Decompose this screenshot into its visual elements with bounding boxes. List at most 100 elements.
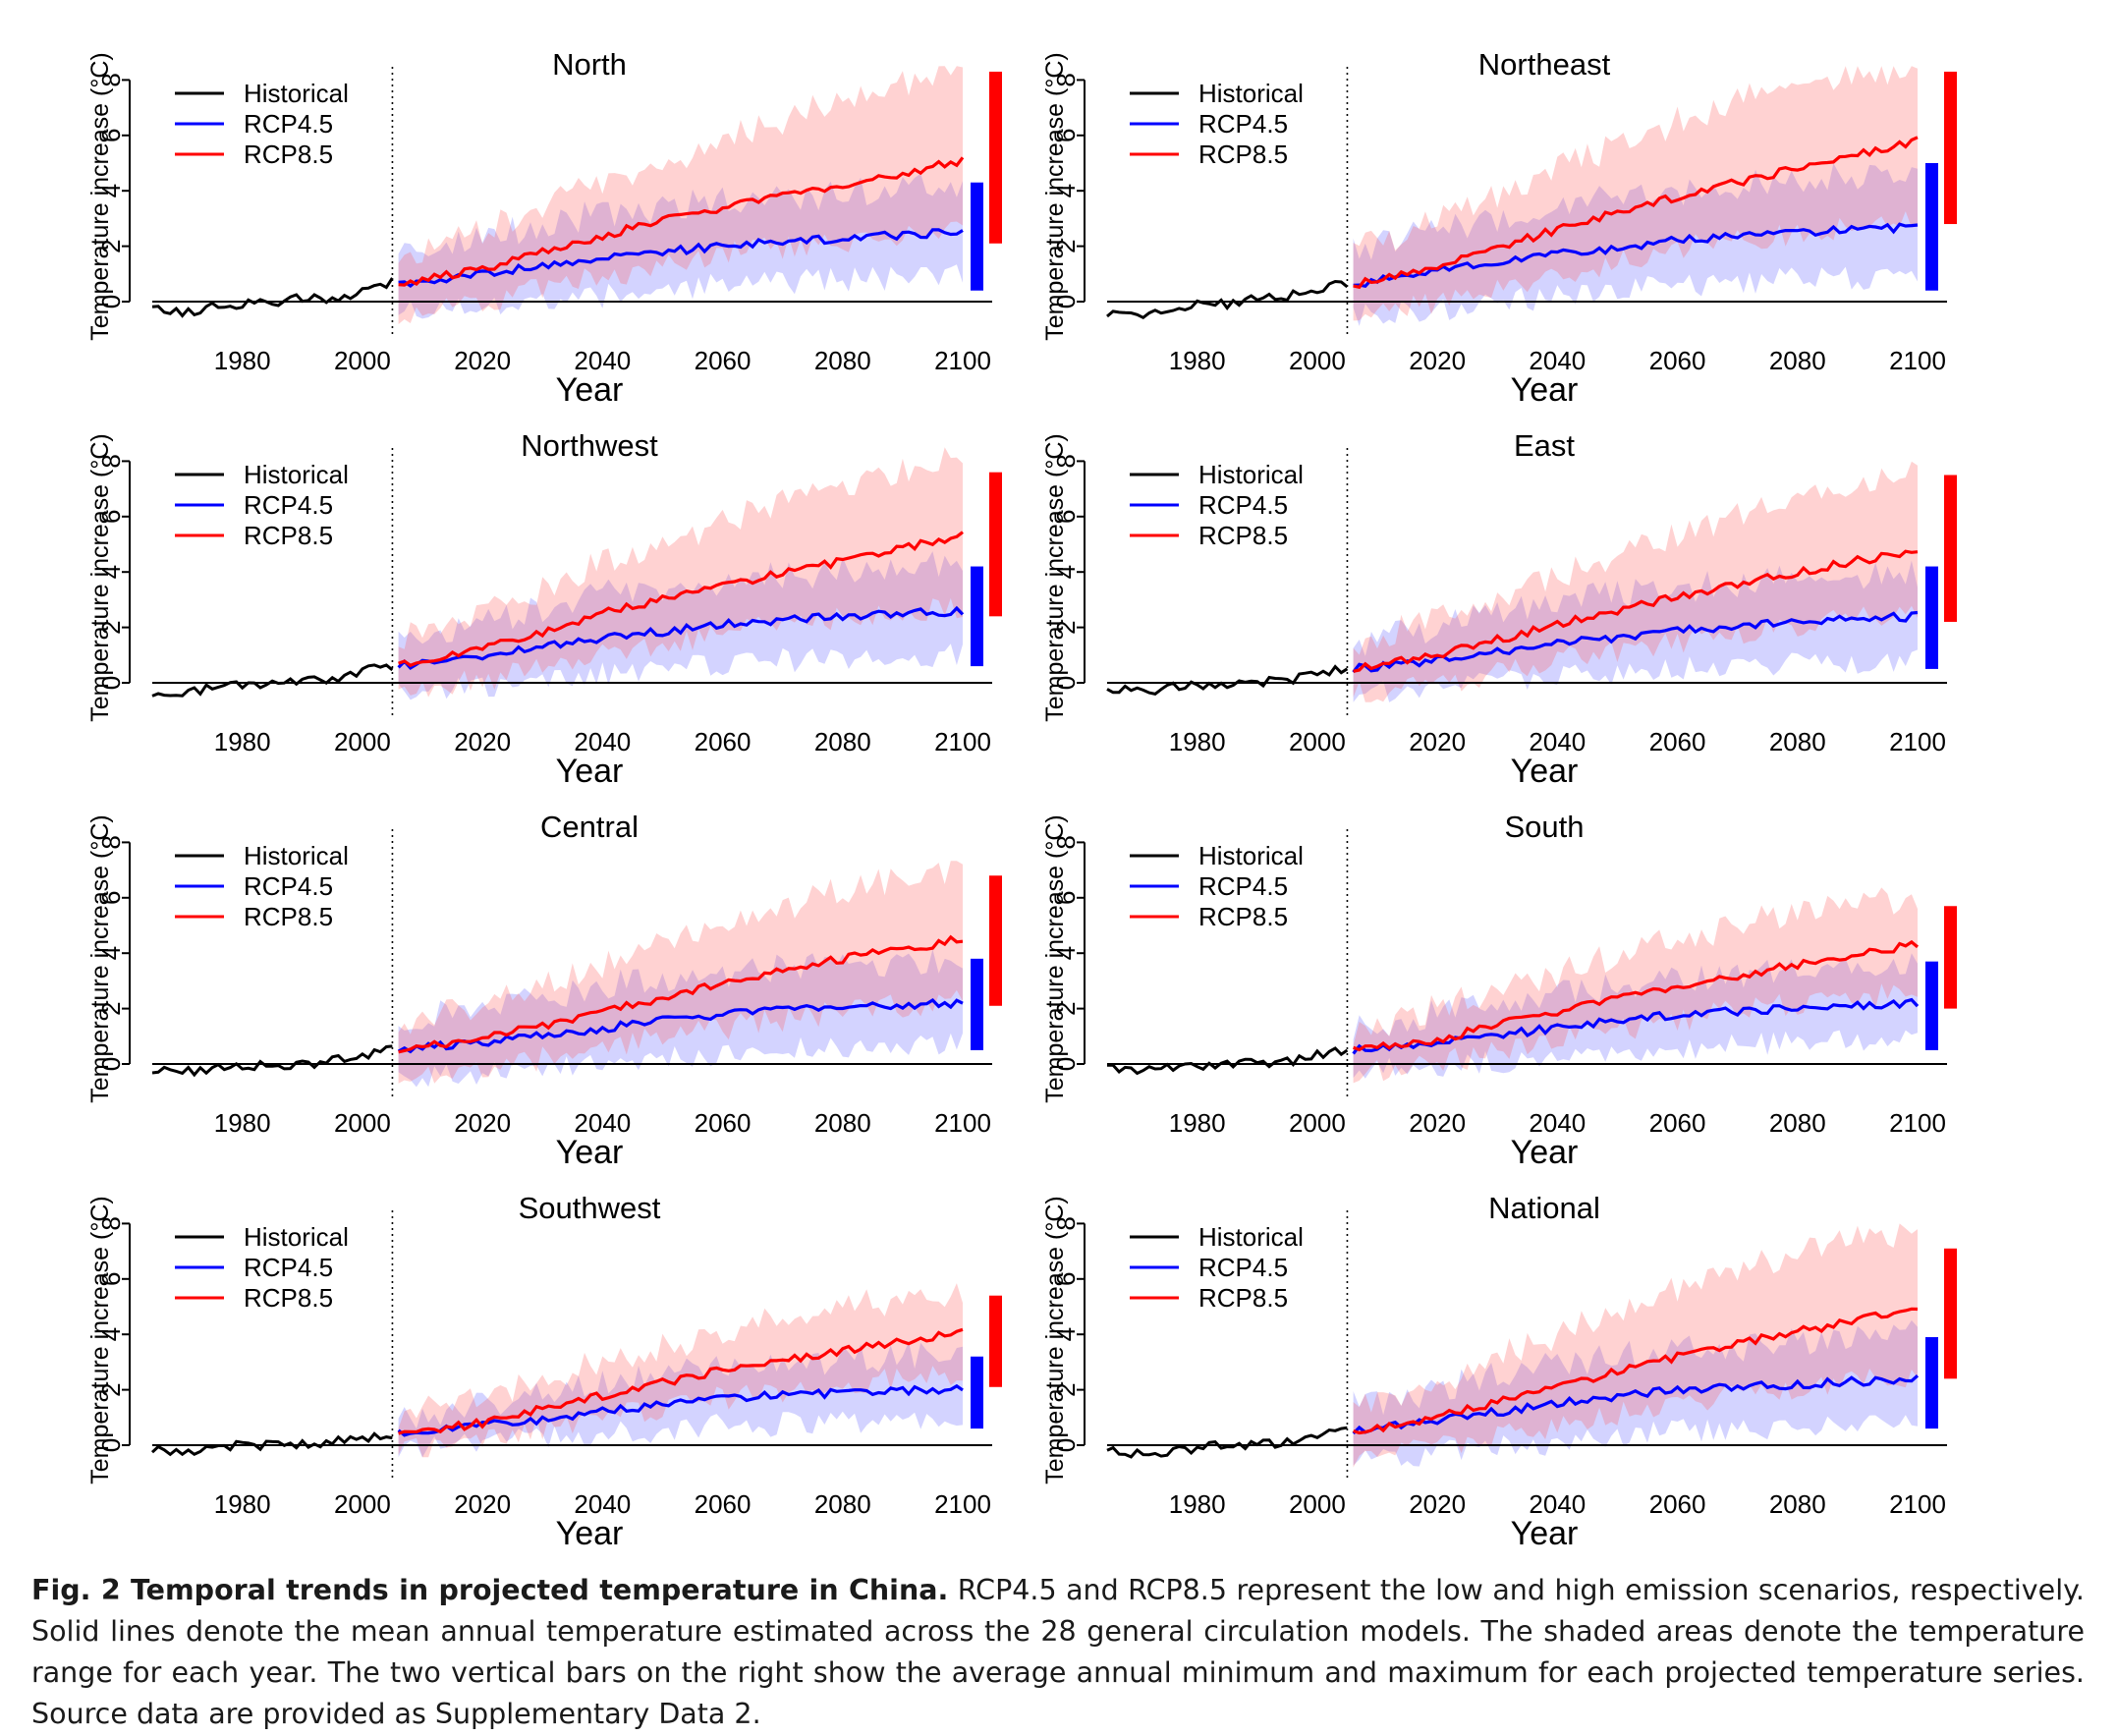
y-tick-label: 4 <box>1051 946 1081 960</box>
bar-rcp8-5 <box>989 472 1002 617</box>
x-tick-label: 2040 <box>574 346 631 375</box>
series-rcp8-5 <box>398 156 965 287</box>
panel-title: Southwest <box>519 1191 661 1225</box>
series-rcp8-5 <box>398 531 964 668</box>
x-tick-label: 2060 <box>695 1489 752 1519</box>
x-tick-label: 2080 <box>814 346 871 375</box>
panel-northeast: 0 2 4 6 8 1980 2000 2020 2040 2060 2080 2100 Year Tem… <box>1041 47 1957 409</box>
range-band-rcp4-5 <box>398 551 964 700</box>
x-tick-label: 2020 <box>454 346 511 375</box>
y-tick-label: 8 <box>96 73 126 86</box>
panel-north: 0 2 4 6 8 1980 2000 2020 2040 2060 2080 2100 Year Tem… <box>86 47 1002 409</box>
series-rcp4-5 <box>1352 610 1919 674</box>
legend-label-rcp4-5: RCP4.5 <box>244 1253 333 1282</box>
bar-rcp4-5 <box>1925 163 1938 291</box>
series-rcp8-5 <box>1353 549 1919 673</box>
bar-rcp4-5 <box>1925 961 1938 1050</box>
x-tick-label: 1980 <box>214 1108 271 1138</box>
bar-rcp8-5 <box>989 71 1002 244</box>
x-tick-label: 2080 <box>1769 1108 1826 1138</box>
x-tick-label: 1980 <box>1169 1489 1226 1519</box>
x-axis-label: Year <box>556 753 624 790</box>
x-tick-label: 2000 <box>334 727 391 756</box>
series-historical <box>151 1044 393 1078</box>
panel-central: 0 2 4 6 8 1980 2000 2020 2040 2060 2080 2100 Year Tem… <box>86 810 1002 1171</box>
panel-title: South <box>1504 810 1584 844</box>
figure-caption: Fig. 2 Temporal trends in projected temp… <box>31 1570 2085 1735</box>
panel-title: East <box>1514 428 1575 463</box>
x-tick-label: 2000 <box>334 1108 391 1138</box>
series-rcp8-5 <box>1353 939 1920 1052</box>
legend-label-historical: Historical <box>1198 1222 1304 1252</box>
x-tick-label: 2060 <box>1649 1489 1706 1519</box>
panel-northwest: 0 2 4 6 8 1980 2000 2020 2040 2060 2080 2100 Year Tem… <box>86 428 1002 790</box>
y-tick-label: 8 <box>96 1216 126 1230</box>
y-tick-label: 2 <box>1051 239 1081 252</box>
x-tick-label: 2040 <box>574 1108 631 1138</box>
x-tick-label: 2040 <box>1529 1489 1586 1519</box>
y-tick-label: 4 <box>96 1327 126 1341</box>
legend-label-historical: Historical <box>244 460 349 489</box>
y-axis-label: Temperature increase (°C) <box>86 433 114 721</box>
y-tick-label: 8 <box>1051 835 1081 849</box>
range-band-rcp8-5 <box>398 66 964 325</box>
series-rcp4-5 <box>397 1383 964 1437</box>
y-tick-label: 0 <box>96 1057 126 1071</box>
range-band-rcp8-5 <box>1353 66 1918 321</box>
series-rcp4-5 <box>397 997 964 1054</box>
legend-label-rcp4-5: RCP4.5 <box>1198 490 1288 520</box>
y-tick-label: 6 <box>1051 891 1081 905</box>
bar-rcp8-5 <box>1944 475 1957 622</box>
x-tick-label: 2100 <box>1889 727 1946 756</box>
range-band-rcp4-5 <box>1353 953 1918 1079</box>
x-tick-label: 2100 <box>934 727 991 756</box>
series-historical <box>1106 279 1349 320</box>
series-rcp8-5 <box>398 934 964 1054</box>
y-axis-label: Temperature increase (°C) <box>1041 814 1069 1102</box>
legend-label-rcp8-5: RCP8.5 <box>1198 140 1288 169</box>
legend-label-historical: Historical <box>244 79 349 108</box>
x-tick-label: 2040 <box>1529 1108 1586 1138</box>
legend-label-historical: Historical <box>1198 460 1304 489</box>
range-band-rcp4-5 <box>1353 1319 1918 1467</box>
x-tick-label: 2080 <box>1769 346 1826 375</box>
series-rcp4-5 <box>1352 1374 1920 1435</box>
x-tick-label: 1980 <box>1169 727 1226 756</box>
bar-rcp8-5 <box>1944 71 1957 225</box>
x-tick-label: 2040 <box>574 727 631 756</box>
bar-rcp8-5 <box>989 875 1002 1006</box>
x-tick-label: 2060 <box>695 727 752 756</box>
x-tick-label: 2080 <box>1769 1489 1826 1519</box>
x-tick-label: 1980 <box>214 346 271 375</box>
y-tick-label: 8 <box>96 835 126 849</box>
y-tick-label: 0 <box>1051 676 1081 690</box>
legend-label-rcp8-5: RCP8.5 <box>244 1283 333 1313</box>
panel-title: Central <box>540 810 639 844</box>
x-tick-label: 1980 <box>214 727 271 756</box>
y-tick-label: 2 <box>96 620 126 634</box>
legend-label-rcp8-5: RCP8.5 <box>1198 1283 1288 1313</box>
y-axis-label: Temperature increase (°C) <box>86 814 114 1102</box>
y-axis-label: Temperature increase (°C) <box>1041 433 1069 721</box>
x-tick-label: 2020 <box>454 1108 511 1138</box>
panel-south: 0 2 4 6 8 1980 2000 2020 2040 2060 2080 2100 Year Tem… <box>1041 810 1957 1171</box>
range-band-rcp8-5 <box>1353 461 1918 702</box>
x-tick-label: 2020 <box>1409 1489 1466 1519</box>
x-tick-label: 2060 <box>1649 727 1706 756</box>
series-rcp8-5 <box>398 1327 964 1435</box>
y-tick-label: 2 <box>96 1001 126 1015</box>
x-axis-label: Year <box>1511 371 1579 409</box>
legend-label-historical: Historical <box>244 841 349 870</box>
bar-rcp8-5 <box>1944 1248 1957 1379</box>
x-axis-label: Year <box>556 1134 624 1171</box>
y-tick-label: 6 <box>96 1272 126 1286</box>
legend-label-rcp4-5: RCP4.5 <box>244 109 333 139</box>
y-tick-label: 6 <box>96 891 126 905</box>
y-tick-label: 0 <box>1051 1057 1081 1071</box>
bar-rcp4-5 <box>1925 566 1938 669</box>
y-tick-label: 6 <box>1051 129 1081 142</box>
x-tick-label: 2020 <box>1409 346 1466 375</box>
series-historical <box>1106 1426 1348 1459</box>
series-rcp4-5 <box>397 605 965 671</box>
